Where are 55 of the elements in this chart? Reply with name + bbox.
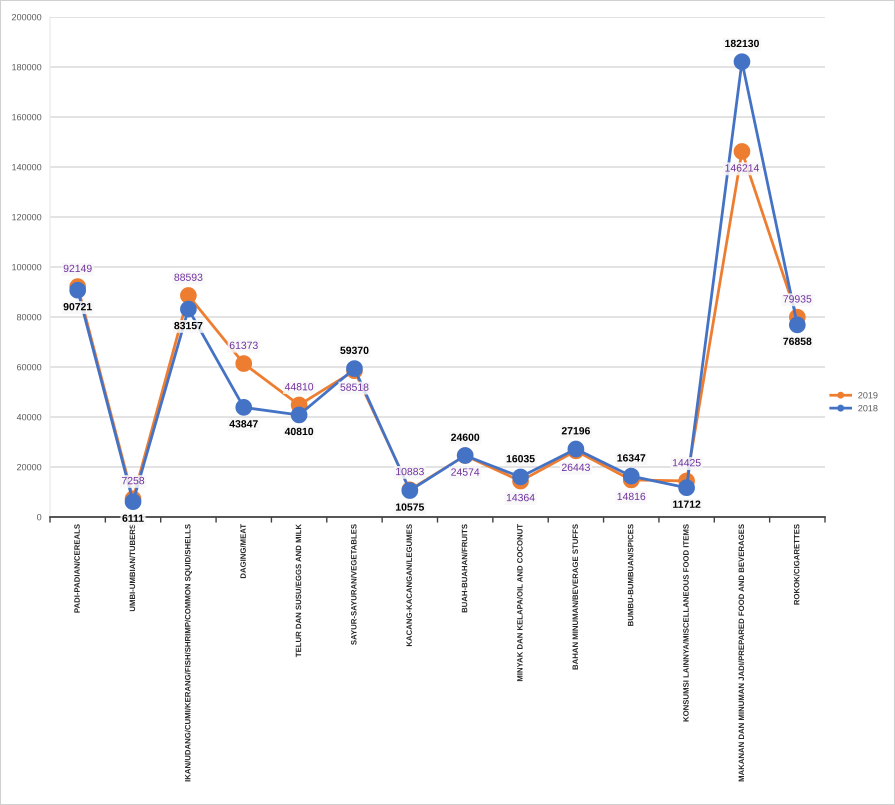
data-label: 182130 (725, 40, 759, 48)
legend-label: 2018 (858, 404, 878, 412)
point (512, 468, 529, 486)
y-tick-label: 60000 (17, 364, 42, 370)
point (346, 360, 363, 377)
point (678, 479, 695, 496)
legend-label: 2019 (858, 392, 878, 398)
data-label: 14364 (506, 494, 535, 502)
data-label: 146214 (725, 164, 760, 172)
data-label: 24574 (451, 468, 480, 476)
point (788, 316, 806, 334)
data-label: 6111 (122, 514, 144, 522)
data-label: 90721 (64, 302, 92, 310)
data-label: 24600 (451, 434, 480, 441)
data-label: 10883 (396, 468, 424, 476)
data-label: 44810 (284, 383, 314, 390)
point (69, 282, 86, 299)
data-label: 11712 (673, 500, 700, 508)
data-label: 61373 (230, 342, 258, 350)
point (734, 53, 750, 70)
data-label: 88593 (174, 274, 202, 281)
point (180, 300, 197, 318)
y-tick-label: 200000 (12, 14, 42, 20)
data-label: 26443 (562, 464, 590, 472)
data-label: 40810 (284, 428, 314, 436)
point (235, 355, 252, 372)
data-label: 14816 (618, 492, 646, 500)
data-label: 7258 (122, 476, 144, 484)
data-label: 43847 (229, 420, 258, 428)
data-label: 76858 (783, 338, 812, 346)
data-label: 92149 (64, 264, 92, 272)
y-tick-label: 160000 (12, 114, 42, 120)
data-label: 14425 (672, 459, 701, 466)
point (180, 287, 197, 304)
data-label: 83157 (174, 322, 202, 330)
data-label: 79935 (783, 295, 812, 303)
point (622, 468, 640, 484)
data-label: 59370 (340, 346, 369, 354)
y-tick-label: 100000 (12, 264, 42, 270)
y-tick-label: 40000 (16, 414, 42, 420)
data-label: 16035 (506, 454, 535, 462)
y-tick-label: 180000 (12, 64, 42, 70)
y-tick-label: 20000 (17, 464, 42, 470)
point (290, 406, 308, 424)
point (124, 493, 142, 510)
point (734, 143, 750, 160)
data-label: 10575 (396, 503, 424, 511)
data-label: 58518 (340, 383, 368, 391)
point (235, 399, 252, 416)
data-label: 16347 (617, 454, 646, 462)
y-tick-label: 80000 (16, 314, 42, 320)
y-tick-label: 0 (37, 514, 42, 520)
data-label: 27196 (562, 427, 590, 434)
y-tick-label: 120000 (12, 214, 42, 220)
y-tick-label: 140000 (12, 164, 42, 170)
